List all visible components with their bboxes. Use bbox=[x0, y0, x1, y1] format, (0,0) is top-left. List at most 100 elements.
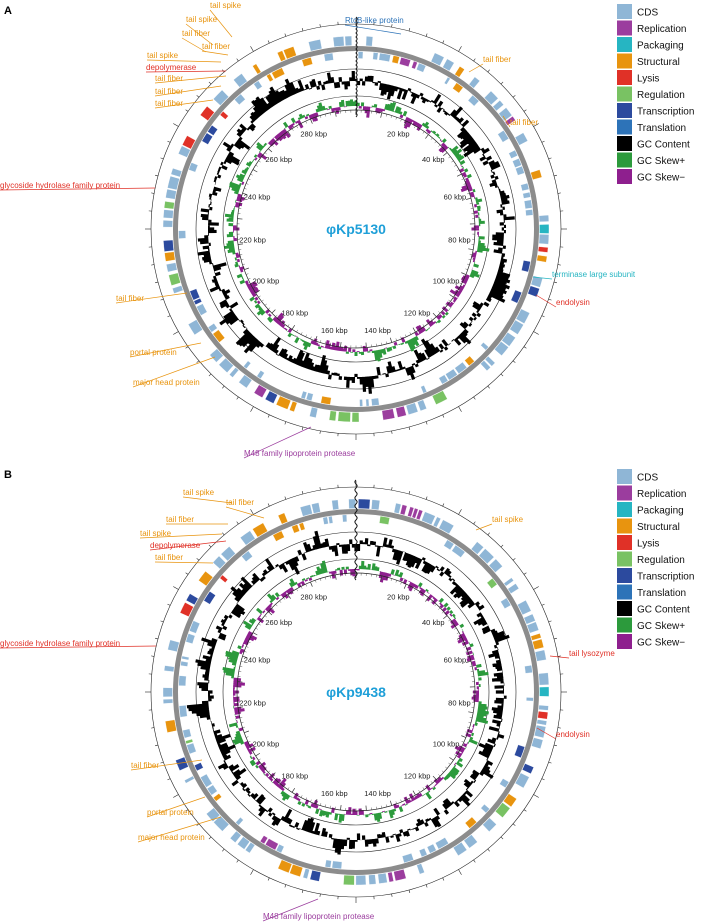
kbp-tick bbox=[268, 307, 271, 310]
scale-tick bbox=[160, 298, 164, 301]
cds-feature bbox=[503, 793, 517, 808]
legend-swatch bbox=[617, 617, 632, 633]
kbp-tick bbox=[314, 799, 318, 804]
scale-tick bbox=[557, 192, 561, 194]
legend-label: Packaging bbox=[637, 506, 684, 517]
kbp-tick bbox=[315, 580, 317, 583]
scale-tick bbox=[541, 603, 545, 606]
kbp-label: 260 kbp bbox=[265, 618, 292, 627]
origin-marker bbox=[355, 16, 358, 118]
kbp-tick bbox=[466, 197, 472, 200]
cds-feature bbox=[443, 539, 455, 551]
annotation-leader bbox=[137, 816, 222, 843]
cds-feature bbox=[275, 844, 285, 854]
kbp-tick bbox=[275, 141, 278, 144]
gene-annotation-label: portal protein bbox=[130, 348, 177, 357]
cds-feature bbox=[494, 341, 509, 356]
scale-tick bbox=[442, 503, 445, 507]
kbp-tick bbox=[385, 577, 387, 580]
cds-feature bbox=[445, 368, 458, 381]
cds-feature bbox=[178, 705, 188, 718]
cds-feature bbox=[537, 246, 549, 253]
kbp-label: 80 kbp bbox=[448, 235, 471, 244]
cds-feature bbox=[196, 303, 208, 316]
cds-feature bbox=[184, 775, 195, 784]
cds-feature bbox=[212, 555, 227, 570]
kbp-tick bbox=[296, 329, 298, 333]
scale-tick bbox=[391, 430, 393, 434]
kbp-tick bbox=[252, 632, 258, 636]
cds-feature bbox=[501, 332, 516, 347]
cds-feature bbox=[209, 348, 224, 363]
cds-feature bbox=[534, 649, 547, 662]
legend-swatch bbox=[617, 37, 632, 52]
kbp-tick bbox=[242, 655, 248, 659]
legend-swatch bbox=[617, 53, 632, 69]
kbp-tick bbox=[461, 278, 464, 280]
gene-annotation-label: depolymerase bbox=[150, 541, 201, 550]
legend-label: Regulation bbox=[637, 555, 685, 566]
cds-feature bbox=[515, 308, 530, 324]
kbp-tick bbox=[400, 799, 402, 803]
annotation-leader bbox=[536, 727, 557, 740]
kbp-tick bbox=[412, 790, 416, 796]
scale-tick bbox=[391, 24, 393, 28]
kbp-tick bbox=[451, 160, 454, 163]
kbp-tick bbox=[441, 770, 444, 773]
cds-feature bbox=[213, 89, 229, 106]
kbp-tick bbox=[245, 183, 249, 185]
scale-tick bbox=[487, 385, 490, 389]
annotation-leader bbox=[209, 9, 233, 38]
gc-skew-track-circle bbox=[222, 558, 490, 826]
cds-feature bbox=[378, 52, 391, 62]
legend-swatch bbox=[617, 86, 632, 102]
kbp-tick bbox=[409, 123, 412, 126]
kbp-tick bbox=[271, 144, 274, 147]
kbp-tick bbox=[291, 128, 294, 131]
kbp-tick bbox=[432, 312, 437, 317]
scale-tick bbox=[408, 491, 411, 495]
scale-tick bbox=[500, 544, 504, 548]
cds-feature bbox=[180, 660, 189, 667]
cds-feature bbox=[162, 687, 173, 698]
annotation-leader bbox=[139, 533, 223, 539]
cds-feature bbox=[165, 188, 177, 200]
cds-feature bbox=[393, 502, 402, 514]
kbp-tick bbox=[454, 291, 457, 294]
cds-feature bbox=[371, 499, 381, 511]
gc-content-plot-inward bbox=[207, 80, 504, 377]
cds-feature bbox=[480, 342, 489, 351]
kbp-tick bbox=[448, 156, 451, 159]
kbp-tick bbox=[239, 203, 243, 204]
cds-feature bbox=[240, 530, 256, 546]
kbp-tick bbox=[390, 578, 392, 581]
cds-feature bbox=[252, 63, 262, 75]
annotation-leader bbox=[181, 37, 207, 53]
kbp-tick bbox=[264, 615, 267, 618]
kbp-tick bbox=[334, 111, 337, 117]
annotation-leader bbox=[149, 540, 227, 551]
scale-tick bbox=[473, 521, 476, 525]
cds-feature bbox=[348, 498, 356, 509]
scale-tick bbox=[222, 848, 225, 852]
kbp-label: 280 kbp bbox=[300, 592, 327, 601]
cds-feature bbox=[331, 499, 339, 511]
cds-feature bbox=[539, 224, 550, 234]
legend-label: Transcription bbox=[637, 107, 694, 118]
scale-tick bbox=[541, 140, 545, 143]
kbp-tick bbox=[305, 121, 307, 124]
scale-tick bbox=[284, 884, 287, 888]
kbp-tick bbox=[271, 607, 274, 610]
legend-label: Structural bbox=[637, 522, 680, 533]
cds-feature bbox=[172, 285, 184, 294]
cds-feature bbox=[213, 815, 230, 832]
kbp-tick bbox=[418, 128, 421, 131]
kbp-tick bbox=[395, 338, 397, 341]
cds-feature bbox=[482, 817, 497, 832]
kbp-tick bbox=[438, 774, 441, 777]
scale-tick bbox=[185, 809, 189, 812]
cds-feature bbox=[275, 395, 292, 410]
cds-feature bbox=[538, 214, 550, 223]
kbp-tick bbox=[425, 597, 429, 602]
cds-feature bbox=[381, 408, 396, 421]
